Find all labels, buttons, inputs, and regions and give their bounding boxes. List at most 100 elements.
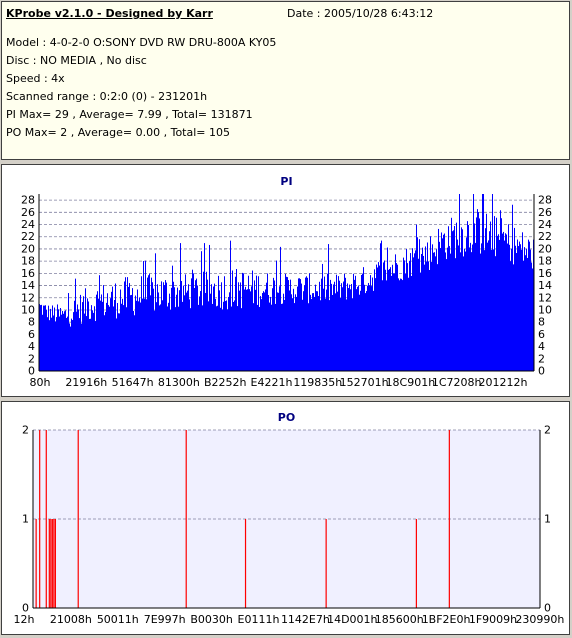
pi-bar	[481, 243, 482, 371]
pi-bar	[439, 241, 440, 371]
po-xtick-label: 230990h	[515, 613, 564, 626]
pi-bar	[124, 281, 125, 371]
pi-bar	[187, 290, 188, 371]
pi-bar	[180, 243, 181, 371]
pi-bar	[92, 310, 93, 371]
pi-bar	[211, 284, 212, 371]
model-line: Model : 4-0-2-0 O:SONY DVD RW DRU-800A K…	[6, 36, 277, 49]
pi-ytick-right: 16	[538, 267, 552, 280]
pi-bar	[178, 306, 179, 371]
pi-bar	[132, 288, 133, 371]
pi-bar	[203, 271, 204, 371]
po-bar	[51, 519, 53, 608]
po-xtick-label: 50011h	[97, 613, 139, 626]
pi-bar	[125, 277, 126, 371]
pi-bar	[246, 289, 247, 371]
pi-bar	[105, 311, 106, 371]
pi-bar	[503, 231, 504, 371]
pi-bar	[233, 301, 234, 371]
pi-bar	[310, 294, 311, 371]
pi-bar	[106, 302, 107, 371]
pi-bar	[434, 252, 435, 371]
pi-bar	[251, 286, 252, 371]
pi-bar	[154, 310, 155, 371]
pi-bar	[430, 236, 431, 371]
po-chart: 0 0 1 1 2 2 PO 12h 21008h 50011h 7E997h B0030h E0111…	[14, 411, 565, 626]
pi-bar	[474, 223, 475, 371]
pi-bar	[77, 304, 78, 371]
pi-bar	[313, 293, 314, 371]
pi-bar	[111, 291, 112, 371]
pi-bar	[387, 247, 388, 371]
pi-bar	[133, 310, 134, 371]
pi-bar	[327, 273, 328, 371]
pi-bar	[425, 246, 426, 371]
pi-bar	[435, 256, 436, 371]
po-xtick-label: 12h	[14, 613, 35, 626]
pi-bar	[226, 300, 227, 371]
pi-bar	[424, 264, 425, 371]
pi-ytick-left: 2	[28, 352, 35, 365]
pi-bar	[171, 287, 172, 371]
pi-bar	[66, 317, 67, 371]
pi-bar	[227, 309, 228, 371]
po-chart-panel: 0 0 1 1 2 2 PO 12h 21008h 50011h 7E997h B0030h E0111…	[1, 401, 570, 635]
pi-bar	[325, 298, 326, 371]
pi-bar	[300, 279, 301, 371]
pi-bar	[91, 305, 92, 371]
pi-bar	[209, 244, 210, 371]
pi-bar	[173, 281, 174, 371]
pi-bar	[198, 304, 199, 371]
pi-bar	[47, 317, 48, 371]
pi-bar	[129, 283, 130, 371]
pi-bar	[230, 240, 231, 371]
pi-bar	[395, 254, 396, 371]
pi-bar	[342, 287, 343, 371]
pi-bar	[516, 253, 517, 371]
pi-bar	[403, 257, 404, 371]
pi-bar	[110, 298, 111, 371]
pi-bar	[88, 301, 89, 371]
pi-bar	[99, 275, 100, 371]
po-bar	[77, 430, 79, 608]
pi-bar	[371, 286, 372, 371]
pi-bar	[514, 227, 515, 371]
pi-bar	[472, 244, 473, 371]
pi-bar	[214, 283, 215, 371]
pi-bar	[487, 242, 488, 371]
pi-bar	[51, 317, 52, 371]
pi-bar	[379, 265, 380, 371]
pi-bar	[351, 283, 352, 371]
pi-bar	[167, 306, 168, 371]
pi-bar	[224, 276, 225, 371]
pi-bar	[348, 288, 349, 371]
pi-bar	[138, 301, 139, 371]
pi-bar	[61, 314, 62, 371]
pi-bar	[339, 280, 340, 371]
pi-bar	[484, 250, 485, 371]
pi-bar	[490, 221, 491, 371]
pi-bar	[120, 289, 121, 371]
pi-bar	[289, 290, 290, 371]
pi-bar	[456, 222, 457, 371]
pi-bar	[112, 286, 113, 371]
pi-bar	[156, 302, 157, 371]
pi-bar	[398, 278, 399, 371]
po-ytick-left: 1	[22, 513, 29, 526]
pi-bar	[242, 272, 243, 371]
pi-bar	[136, 300, 137, 371]
pi-bar	[401, 278, 402, 371]
pi-bar	[495, 256, 496, 371]
pi-bar	[168, 302, 169, 371]
po-xtick-label: 1BF2E0h	[422, 613, 471, 626]
pi-bar	[421, 253, 422, 371]
pi-bar	[283, 293, 284, 371]
pi-xtick-label: 152701h	[340, 376, 389, 389]
pi-bar	[511, 248, 512, 371]
pi-bar	[367, 285, 368, 371]
pi-bar	[444, 233, 445, 371]
pi-bar	[90, 318, 91, 371]
pi-bar	[506, 234, 507, 371]
pi-bar	[86, 316, 87, 371]
pi-bar	[139, 297, 140, 371]
